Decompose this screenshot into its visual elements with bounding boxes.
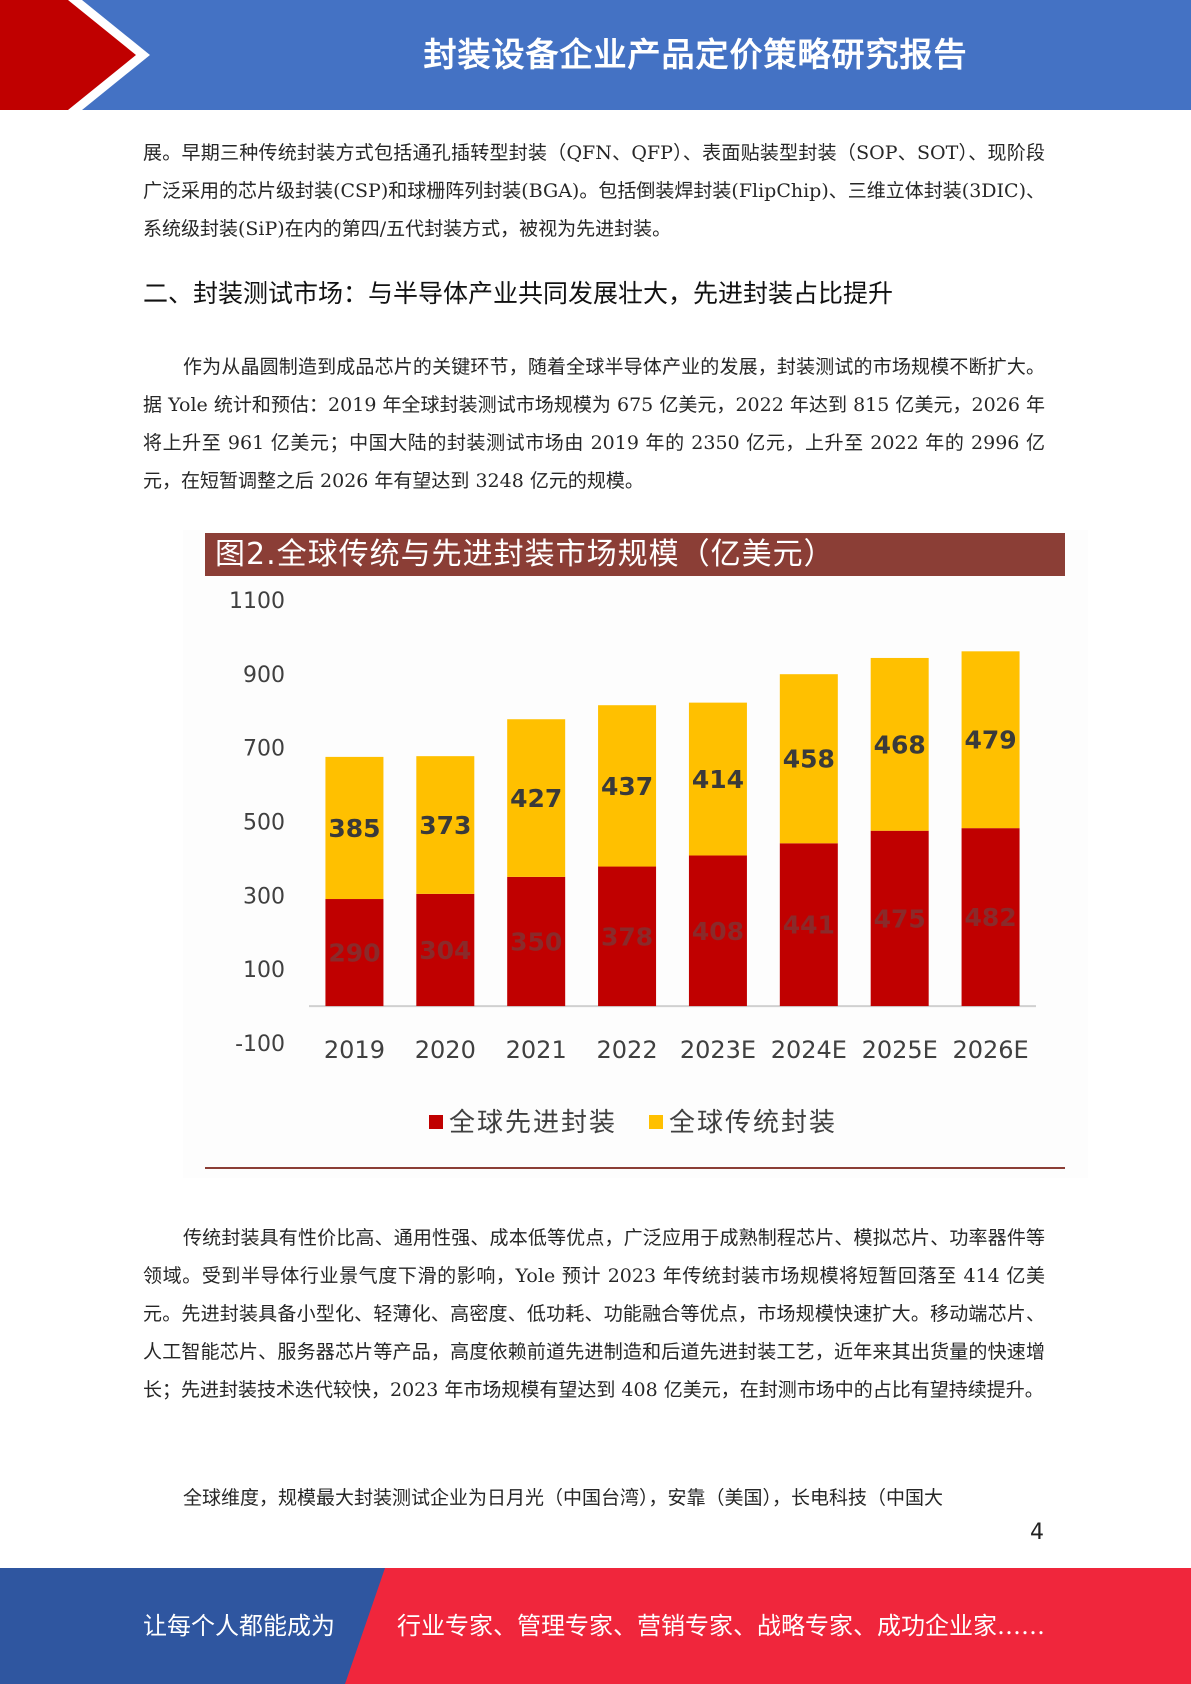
legend-label: 全球传统封装	[669, 1108, 837, 1138]
bar-data-label: 414	[692, 765, 744, 794]
bar-traditional	[325, 756, 384, 900]
bar-advanced	[688, 855, 747, 1007]
bar-traditional	[870, 657, 929, 831]
report-title: 封装设备企业产品定价策略研究报告	[423, 35, 968, 74]
y-axis: 1100 900 700 500 300 100 -100	[229, 589, 285, 1057]
bars: 290 385 304 373 350 427 378 437 408 414 441 458 475 4…	[325, 651, 1020, 1007]
x-axis: 2019 2020 2021 2022 2023E 2024E 2025E 2026E	[324, 1036, 1029, 1064]
section-heading: 二、封装测试市场：与半导体产业共同发展壮大，先进封装占比提升	[143, 279, 894, 308]
y-tick-label: 900	[243, 663, 285, 688]
bar-data-label: 408	[692, 917, 744, 946]
paragraph-traditional-vs-advanced: 传统封装具有性价比高、通用性强、成本低等优点，广泛应用于成熟制程芯片、模拟芯片、…	[143, 1227, 1045, 1401]
bar-data-label: 378	[601, 922, 653, 951]
page-header: 封装设备企业产品定价策略研究报告	[0, 0, 1191, 110]
x-tick-label: 2021	[506, 1036, 567, 1064]
bar-advanced	[507, 876, 566, 1007]
bar-data-label: 437	[601, 772, 653, 801]
paragraph-market-size: 作为从晶圆制造到成品芯片的关键环节，随着全球半导体产业的发展，封装测试的市场规模…	[143, 356, 1045, 492]
x-tick-label: 2022	[597, 1036, 658, 1064]
bar-data-label: 468	[874, 730, 926, 759]
bar-data-label: 350	[510, 927, 562, 956]
bar-traditional	[507, 719, 566, 877]
paragraph-global-leaders: 全球维度，规模最大封装测试企业为日月光（中国台湾），安靠（美国），长电科技（中国…	[183, 1487, 944, 1509]
footer-slogan-right: 行业专家、管理专家、营销专家、战略专家、成功企业家……	[397, 1612, 1045, 1640]
bar-data-label: 385	[328, 814, 380, 843]
legend-swatch	[429, 1115, 443, 1129]
x-tick-label: 2025E	[862, 1036, 938, 1064]
bar-advanced	[416, 893, 475, 1007]
x-tick-label: 2024E	[771, 1036, 847, 1064]
x-tick-label: 2019	[324, 1036, 385, 1064]
bar-data-label: 475	[874, 904, 926, 933]
bar-advanced	[598, 866, 657, 1007]
paragraph-packaging-types: 展。早期三种传统封装方式包括通孔插转型封装（QFN、QFP）、表面贴装型封装（S…	[143, 142, 1045, 240]
chart-bottom-rule	[205, 1167, 1065, 1169]
bar-traditional	[961, 651, 1020, 829]
chart-title: 图2.全球传统与先进封装市场规模（亿美元）	[215, 537, 835, 572]
y-tick-label: -100	[235, 1032, 285, 1057]
bar-data-label: 482	[964, 903, 1016, 932]
legend-swatch	[649, 1115, 663, 1129]
page-footer: 让每个人都能成为 行业专家、管理专家、营销专家、战略专家、成功企业家……	[0, 1568, 1191, 1684]
bar-traditional	[688, 702, 747, 856]
legend-label: 全球先进封装	[449, 1108, 617, 1138]
y-tick-label: 500	[243, 811, 285, 836]
bar-traditional	[779, 674, 838, 844]
x-tick-label: 2023E	[680, 1036, 756, 1064]
bar-advanced	[961, 828, 1020, 1007]
chart-legend: 全球先进封装 全球传统封装	[429, 1108, 837, 1138]
y-tick-label: 100	[243, 958, 285, 983]
x-tick-label: 2020	[415, 1036, 476, 1064]
y-tick-label: 300	[243, 884, 285, 909]
bar-advanced	[325, 899, 384, 1007]
chart-figure: 1100 900 700 500 300 100 -100 290 385 304 373 350 4…	[183, 530, 1088, 1178]
x-tick-label: 2026E	[952, 1036, 1028, 1064]
stacked-bar-chart: 1100 900 700 500 300 100 -100 290 385 304 373 350 4…	[229, 589, 1036, 1138]
bar-traditional	[598, 705, 657, 867]
footer-blue-band	[0, 1568, 385, 1684]
chart-title-bar: 图2.全球传统与先进封装市场规模（亿美元）	[205, 533, 1065, 576]
bar-traditional	[416, 756, 475, 894]
y-tick-label: 1100	[229, 589, 285, 614]
bar-data-label: 373	[419, 811, 471, 840]
bar-data-label: 441	[783, 911, 835, 940]
bar-data-label: 304	[419, 936, 471, 965]
footer-slogan-left: 让每个人都能成为	[143, 1612, 335, 1640]
bar-data-label: 427	[510, 784, 562, 813]
header-chevron-icon	[0, 0, 136, 110]
y-tick-label: 700	[243, 737, 285, 762]
bar-data-label: 479	[964, 726, 1016, 755]
page-number: 4	[1030, 1520, 1044, 1545]
bar-data-label: 458	[783, 745, 835, 774]
bar-advanced	[870, 830, 929, 1007]
bar-advanced	[779, 843, 838, 1007]
bar-data-label: 290	[328, 939, 380, 968]
